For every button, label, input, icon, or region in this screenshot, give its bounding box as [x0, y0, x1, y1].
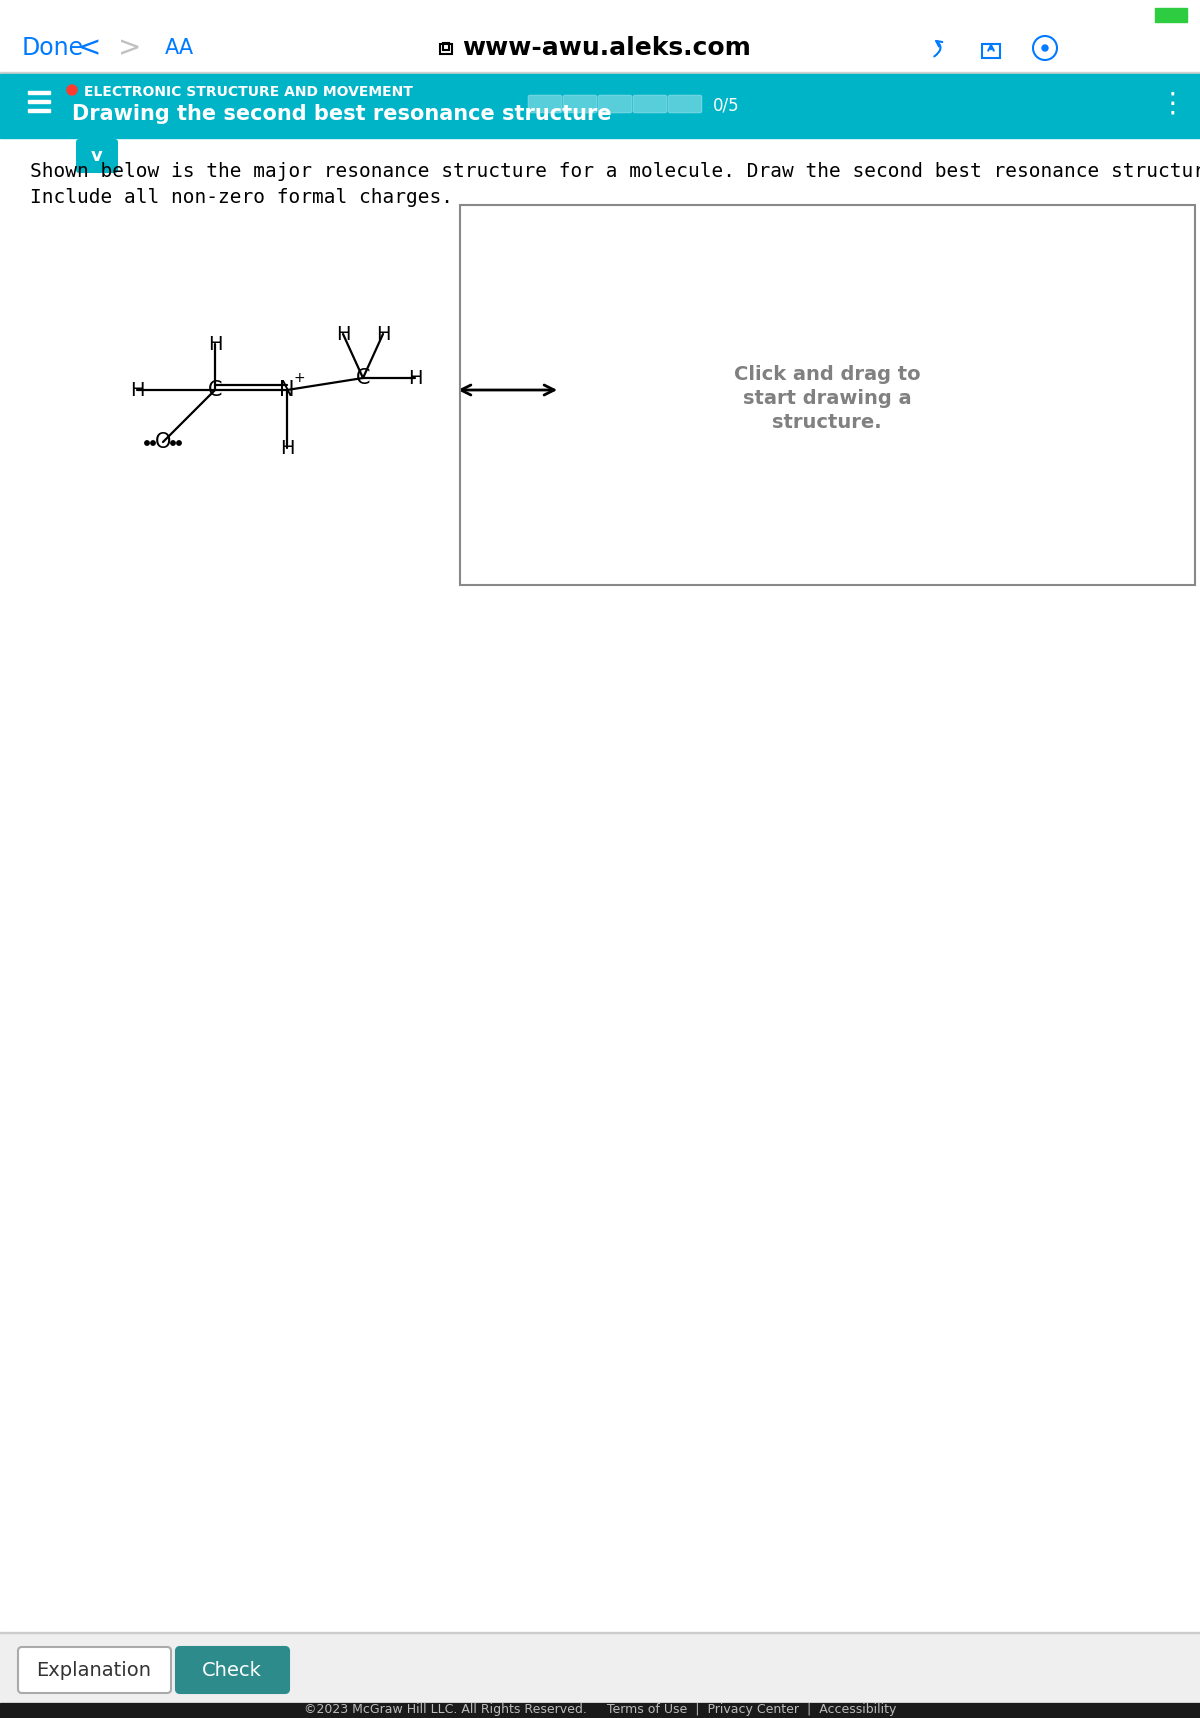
FancyBboxPatch shape: [176, 1648, 289, 1692]
Text: C: C: [355, 368, 371, 388]
Bar: [0, 1634, 1200, 1701]
Circle shape: [1042, 45, 1048, 52]
Circle shape: [67, 84, 77, 94]
FancyBboxPatch shape: [634, 94, 667, 113]
Text: ELECTRONIC STRUCTURE AND MOVEMENT: ELECTRONIC STRUCTURE AND MOVEMENT: [84, 84, 413, 100]
Circle shape: [145, 442, 149, 445]
Text: Shown below is the major resonance structure for a molecule. Draw the second bes: Shown below is the major resonance struc…: [30, 161, 1200, 180]
Text: 0/5: 0/5: [713, 96, 739, 115]
FancyBboxPatch shape: [598, 94, 632, 113]
Text: C: C: [208, 380, 222, 400]
Bar: [1154, 9, 1187, 22]
Bar: [28, 108, 50, 112]
Text: start drawing a: start drawing a: [743, 390, 911, 409]
Circle shape: [170, 442, 175, 445]
Text: +: +: [293, 371, 305, 385]
Text: N: N: [280, 380, 295, 400]
FancyBboxPatch shape: [18, 1648, 172, 1692]
Bar: [982, 45, 1000, 58]
Text: >: >: [118, 34, 142, 62]
Text: structure.: structure.: [772, 414, 882, 433]
Text: Check: Check: [202, 1661, 262, 1680]
Bar: [28, 100, 50, 103]
Text: Click and drag to: Click and drag to: [733, 366, 920, 385]
Bar: [443, 43, 449, 50]
Text: Done: Done: [22, 36, 84, 60]
Circle shape: [176, 442, 181, 445]
Text: H: H: [408, 368, 422, 388]
FancyBboxPatch shape: [528, 94, 562, 113]
Text: H: H: [208, 335, 222, 354]
FancyBboxPatch shape: [76, 139, 118, 174]
Bar: [0, 1703, 1200, 1718]
FancyBboxPatch shape: [668, 94, 702, 113]
Text: AA: AA: [166, 38, 194, 58]
Text: v: v: [91, 148, 103, 165]
Text: H: H: [280, 438, 294, 457]
Text: ©2023 McGraw Hill LLC. All Rights Reserved.     Terms of Use  |  Privacy Center : ©2023 McGraw Hill LLC. All Rights Reserv…: [304, 1704, 896, 1716]
Bar: [460, 204, 1195, 586]
Text: Explanation: Explanation: [36, 1661, 151, 1680]
FancyBboxPatch shape: [563, 94, 598, 113]
Text: ⋮: ⋮: [1158, 89, 1186, 119]
Text: Drawing the second best resonance structure: Drawing the second best resonance struct…: [72, 105, 612, 124]
Text: H: H: [130, 380, 144, 400]
Circle shape: [151, 442, 155, 445]
Text: O: O: [155, 431, 172, 452]
Text: <: <: [78, 34, 101, 62]
Text: www-awu.aleks.com: www-awu.aleks.com: [462, 36, 751, 60]
Text: H: H: [376, 325, 390, 344]
Bar: [0, 74, 1200, 137]
Text: Include all non-zero formal charges.: Include all non-zero formal charges.: [30, 187, 454, 206]
Bar: [440, 45, 452, 53]
Bar: [28, 91, 50, 94]
Text: H: H: [336, 325, 350, 344]
